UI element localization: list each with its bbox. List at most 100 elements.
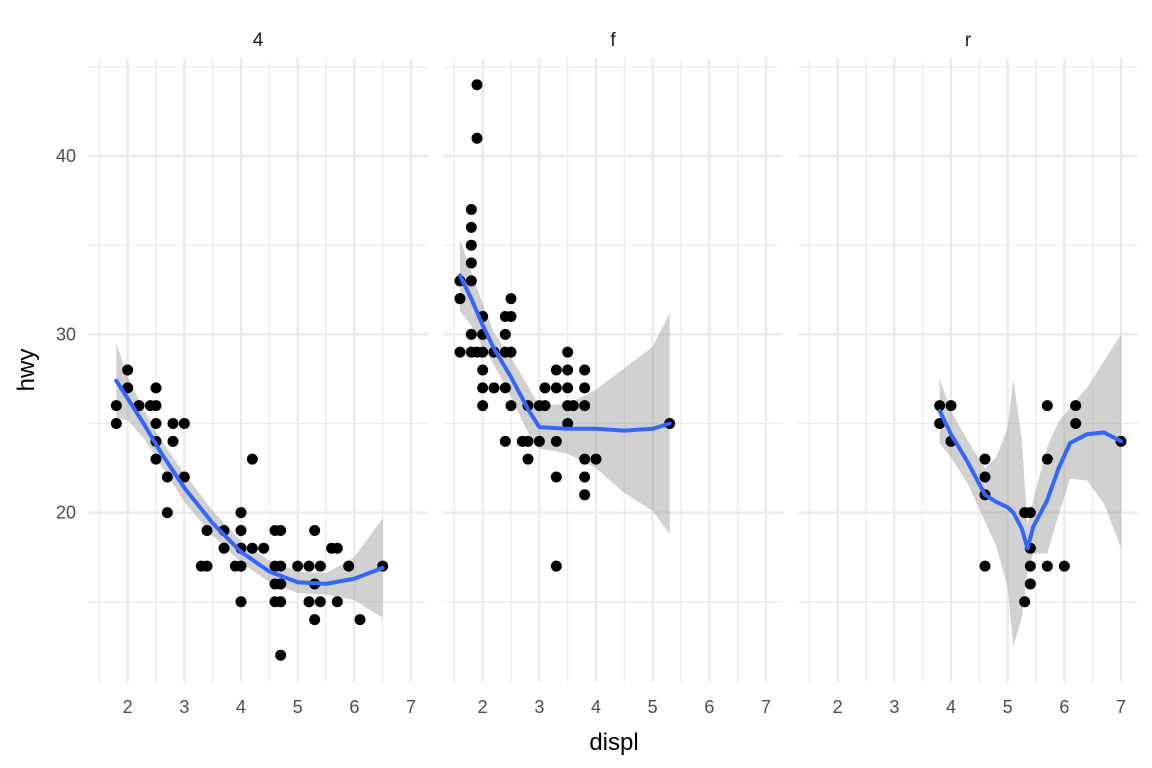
data-point — [550, 435, 562, 447]
y-tick-label: 40 — [56, 146, 76, 166]
x-tick-label: 5 — [1003, 697, 1013, 717]
x-tick-label: 7 — [1116, 697, 1126, 717]
data-point — [539, 400, 551, 412]
data-point — [465, 204, 477, 216]
data-point — [505, 346, 517, 358]
data-point — [110, 417, 122, 429]
data-point — [246, 542, 258, 554]
x-tick-label: 6 — [1059, 697, 1069, 717]
data-point — [477, 364, 489, 376]
x-tick-label: 7 — [761, 697, 771, 717]
y-tick-label: 20 — [56, 503, 76, 523]
data-point — [1041, 400, 1053, 412]
x-tick-label: 2 — [478, 697, 488, 717]
data-point — [465, 275, 477, 287]
data-point — [454, 346, 466, 358]
data-point — [505, 293, 517, 305]
data-point — [275, 560, 287, 572]
data-point — [488, 382, 500, 394]
x-tick-label: 3 — [534, 697, 544, 717]
x-axis-title: displ — [589, 729, 638, 756]
data-point — [343, 560, 355, 572]
data-point — [235, 524, 247, 536]
x-tick-label: 5 — [293, 697, 303, 717]
data-point — [471, 79, 483, 91]
data-point — [471, 132, 483, 144]
data-point — [465, 239, 477, 251]
data-point — [292, 560, 304, 572]
data-point — [465, 221, 477, 233]
data-point — [539, 382, 551, 394]
data-point — [477, 382, 489, 394]
data-point — [235, 507, 247, 519]
data-point — [579, 400, 591, 412]
x-tick-label: 4 — [946, 697, 956, 717]
y-axis-title: hwy — [13, 349, 40, 392]
data-point — [275, 596, 287, 608]
data-point — [150, 417, 162, 429]
confidence-ribbon — [116, 343, 383, 618]
data-point — [579, 364, 591, 376]
data-point — [161, 507, 173, 519]
data-point — [562, 346, 574, 358]
data-point — [1058, 560, 1070, 572]
data-point — [201, 560, 213, 572]
data-point — [309, 614, 321, 626]
facet-strip-label: r — [965, 30, 972, 51]
facet-panels: 4 2 3 4 5 6 7 20 30 40 f 2 3 4 5 6 7 r 2 3 4 5 6 7 — [56, 30, 1138, 717]
x-tick-label: 4 — [591, 697, 601, 717]
data-point — [303, 560, 315, 572]
data-point — [161, 471, 173, 483]
x-tick-label: 6 — [704, 697, 714, 717]
confidence-ribbon — [460, 239, 670, 534]
data-point — [550, 364, 562, 376]
data-point — [258, 542, 270, 554]
facet-panel-f: f 2 3 4 5 6 7 — [443, 30, 783, 717]
data-point — [1041, 560, 1053, 572]
data-point — [122, 364, 134, 376]
x-tick-label: 2 — [833, 697, 843, 717]
data-point — [275, 578, 287, 590]
data-point — [246, 453, 258, 465]
data-point — [218, 542, 230, 554]
x-tick-label: 7 — [406, 697, 416, 717]
data-point — [477, 346, 489, 358]
data-point — [465, 257, 477, 269]
data-point — [579, 471, 591, 483]
data-point — [550, 560, 562, 572]
data-point — [1024, 560, 1036, 572]
data-point — [465, 328, 477, 340]
data-point — [314, 560, 326, 572]
y-tick-label: 30 — [56, 324, 76, 344]
data-point — [499, 382, 511, 394]
x-tick-label: 6 — [349, 697, 359, 717]
data-point — [110, 400, 122, 412]
x-tick-label: 3 — [179, 697, 189, 717]
data-point — [945, 400, 957, 412]
x-tick-label: 2 — [123, 697, 133, 717]
data-point — [979, 560, 991, 572]
data-point — [505, 311, 517, 323]
x-tick-label: 3 — [889, 697, 899, 717]
data-point — [505, 400, 517, 412]
data-point — [550, 382, 562, 394]
data-point — [522, 435, 534, 447]
smooth-line — [458, 273, 672, 433]
data-point — [499, 328, 511, 340]
data-point — [562, 382, 574, 394]
data-point — [354, 614, 366, 626]
data-point — [309, 524, 321, 536]
data-point — [150, 453, 162, 465]
data-point — [235, 560, 247, 572]
smooth-line — [114, 378, 385, 586]
data-point — [499, 435, 511, 447]
data-point — [1070, 417, 1082, 429]
data-point — [275, 649, 287, 661]
data-point — [178, 471, 190, 483]
data-point — [979, 471, 991, 483]
data-point — [590, 453, 602, 465]
data-point — [454, 293, 466, 305]
data-point — [1041, 453, 1053, 465]
data-point — [934, 400, 946, 412]
data-point — [150, 382, 162, 394]
